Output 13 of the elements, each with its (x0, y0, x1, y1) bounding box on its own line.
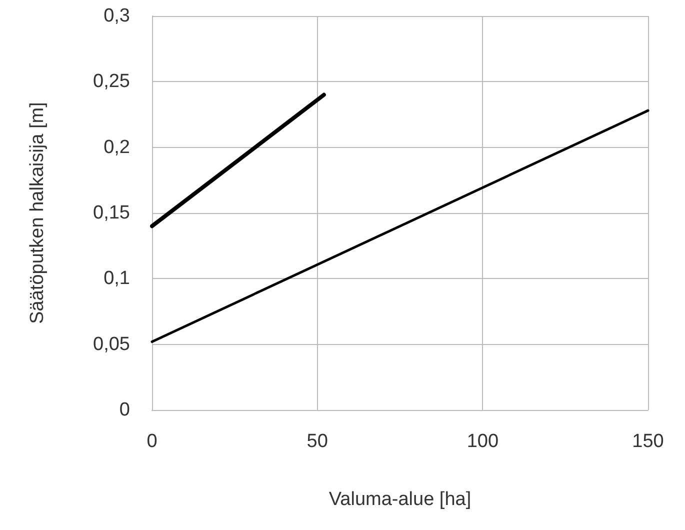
y-tick-label: 0,15 (93, 202, 130, 224)
y-tick-label: 0,2 (104, 136, 130, 158)
x-tick-label: 50 (306, 431, 328, 452)
y-tick-label: 0,1 (104, 268, 130, 290)
y-tick-label: 0,05 (93, 334, 130, 355)
y-axis-title: Säätöputken halkaisija [m] (27, 102, 48, 324)
y-tick-label: 0 (119, 400, 130, 420)
x-tick-label: 100 (466, 431, 499, 452)
x-tick-label: 150 (632, 431, 664, 452)
x-axis-title: Valuma-alue [ha] (328, 489, 472, 510)
x-tick-label: 0 (146, 431, 158, 452)
y-tick-label: 0,3 (104, 6, 130, 26)
y-tick-label: 0,25 (93, 71, 130, 92)
